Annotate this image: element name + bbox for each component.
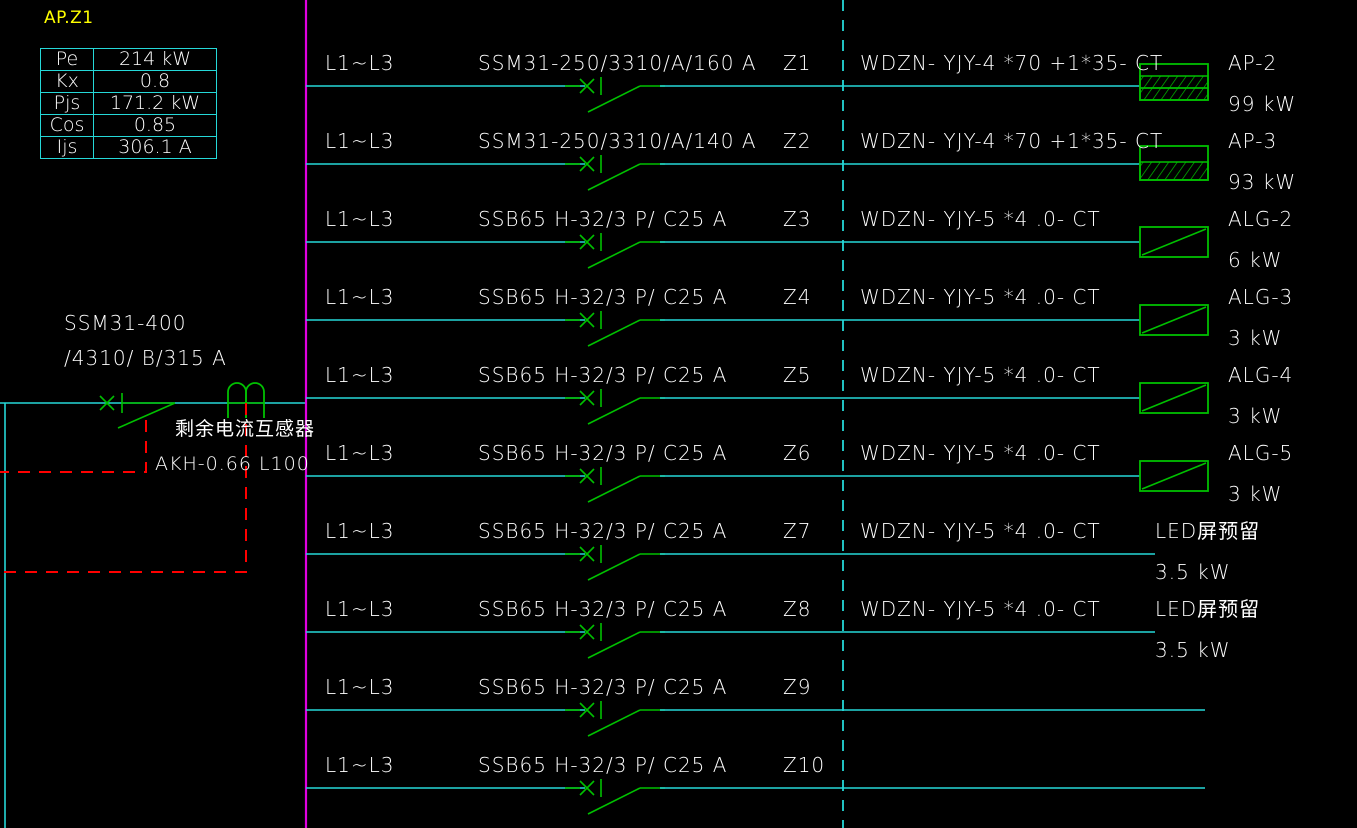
circuit-phase-label: L1~L3 bbox=[325, 51, 395, 75]
load-name-label: AP-3 bbox=[1228, 129, 1278, 153]
cable-spec-label: WDZN- YJY-5 *4 .0- CT bbox=[860, 207, 1101, 231]
circuit-number-label: Z5 bbox=[783, 363, 812, 387]
load-symbol bbox=[1139, 460, 1209, 492]
breaker-model-label: SSB65 H-32/3 P/ C25 A bbox=[478, 675, 728, 699]
load-symbol bbox=[1139, 382, 1209, 414]
breaker-symbol bbox=[565, 155, 665, 191]
parameter-key: Pe bbox=[40, 48, 94, 71]
parameter-row: Pe 214 kW bbox=[40, 48, 217, 71]
circuit-phase-label: L1~L3 bbox=[325, 675, 395, 699]
parameter-row: Kx 0.8 bbox=[40, 70, 217, 93]
circuit-number-label: Z10 bbox=[783, 753, 826, 777]
circuit-phase-label: L1~L3 bbox=[325, 285, 395, 309]
cable-spec-label: WDZN- YJY-5 *4 .0- CT bbox=[860, 441, 1101, 465]
breaker-symbol bbox=[565, 311, 665, 347]
load-power-label: 3.5 kW bbox=[1155, 638, 1231, 662]
load-power-label: 3 kW bbox=[1228, 326, 1283, 350]
load-symbol bbox=[1139, 304, 1209, 336]
circuit-phase-label: L1~L3 bbox=[325, 363, 395, 387]
circuit-number-label: Z1 bbox=[783, 51, 812, 75]
breaker-model-label: SSM31-250/3310/A/140 A bbox=[478, 129, 757, 153]
parameter-row: Ijs 306.1 A bbox=[40, 136, 217, 159]
load-name-label: LED屏预留 bbox=[1155, 597, 1261, 621]
breaker-model-label: SSB65 H-32/3 P/ C25 A bbox=[478, 519, 728, 543]
cable-spec-label: WDZN- YJY-5 *4 .0- CT bbox=[860, 519, 1101, 543]
parameter-value: 0.85 bbox=[93, 114, 217, 137]
load-symbol bbox=[1139, 63, 1209, 101]
parameter-key: Kx bbox=[40, 70, 94, 93]
breaker-model-label: SSB65 H-32/3 P/ C25 A bbox=[478, 597, 728, 621]
page-title: AP.Z1 bbox=[44, 8, 94, 28]
breaker-symbol bbox=[565, 623, 665, 659]
ct-name-label: 剩余电流互感器 bbox=[175, 418, 316, 440]
parameter-key: Ijs bbox=[40, 136, 94, 159]
parameter-row: Pjs 171.2 kW bbox=[40, 92, 217, 115]
circuit-number-label: Z4 bbox=[783, 285, 812, 309]
circuit-branches bbox=[306, 63, 1209, 815]
circuit-number-label: Z6 bbox=[783, 441, 812, 465]
load-power-label: 93 kW bbox=[1228, 170, 1297, 194]
main-breaker-symbol bbox=[99, 393, 176, 429]
panel-parameter-table: Pe 214 kW Kx 0.8 Pjs 171.2 kW Cos 0.85 Ijs 306.1 … bbox=[40, 48, 217, 159]
circuit-phase-label: L1~L3 bbox=[325, 753, 395, 777]
breaker-model-label: SSB65 H-32/3 P/ C25 A bbox=[478, 441, 728, 465]
main-breaker-model-line1: SSM31-400 bbox=[64, 311, 187, 335]
load-name-label: ALG-2 bbox=[1228, 207, 1294, 231]
breaker-model-label: SSM31-250/3310/A/160 A bbox=[478, 51, 757, 75]
load-name-label: ALG-3 bbox=[1228, 285, 1294, 309]
load-name-label: ALG-5 bbox=[1228, 441, 1294, 465]
breaker-symbol bbox=[565, 233, 665, 269]
parameter-value: 306.1 A bbox=[93, 136, 217, 159]
load-power-label: 99 kW bbox=[1228, 92, 1297, 116]
main-breaker-model-line2: /4310/ B/315 A bbox=[64, 346, 227, 370]
circuit-number-label: Z3 bbox=[783, 207, 812, 231]
breaker-model-label: SSB65 H-32/3 P/ C25 A bbox=[478, 207, 728, 231]
cable-spec-label: WDZN- YJY-4 *70 +1*35- CT bbox=[860, 129, 1164, 153]
circuit-phase-label: L1~L3 bbox=[325, 597, 395, 621]
parameter-row: Cos 0.85 bbox=[40, 114, 217, 137]
load-power-label: 3 kW bbox=[1228, 404, 1283, 428]
circuit-phase-label: L1~L3 bbox=[325, 519, 395, 543]
parameter-value: 0.8 bbox=[93, 70, 217, 93]
trip-control-wiring bbox=[0, 403, 247, 573]
circuit-number-label: Z7 bbox=[783, 519, 812, 543]
load-name-label: AP-2 bbox=[1228, 51, 1278, 75]
ct-model-label: AKH-0.66 L100 bbox=[155, 453, 310, 475]
breaker-symbol bbox=[565, 389, 665, 425]
breaker-symbol bbox=[565, 545, 665, 581]
parameter-key: Cos bbox=[40, 114, 94, 137]
breaker-model-label: SSB65 H-32/3 P/ C25 A bbox=[478, 285, 728, 309]
breaker-model-label: SSB65 H-32/3 P/ C25 A bbox=[478, 363, 728, 387]
breaker-symbol bbox=[565, 77, 665, 113]
parameter-value: 171.2 kW bbox=[93, 92, 217, 115]
parameter-value: 214 kW bbox=[93, 48, 217, 71]
load-power-label: 6 kW bbox=[1228, 248, 1283, 272]
circuit-phase-label: L1~L3 bbox=[325, 207, 395, 231]
circuit-phase-label: L1~L3 bbox=[325, 441, 395, 465]
cable-spec-label: WDZN- YJY-4 *70 +1*35- CT bbox=[860, 51, 1164, 75]
load-power-label: 3 kW bbox=[1228, 482, 1283, 506]
load-power-label: 3.5 kW bbox=[1155, 560, 1231, 584]
cable-spec-label: WDZN- YJY-5 *4 .0- CT bbox=[860, 597, 1101, 621]
parameter-key: Pjs bbox=[40, 92, 94, 115]
circuit-number-label: Z9 bbox=[783, 675, 812, 699]
load-name-label: ALG-4 bbox=[1228, 363, 1294, 387]
cable-spec-label: WDZN- YJY-5 *4 .0- CT bbox=[860, 285, 1101, 309]
breaker-symbol bbox=[565, 701, 665, 737]
load-name-label: LED屏预留 bbox=[1155, 519, 1261, 543]
circuit-phase-label: L1~L3 bbox=[325, 129, 395, 153]
breaker-symbol bbox=[565, 779, 665, 815]
circuit-number-label: Z8 bbox=[783, 597, 812, 621]
load-symbol bbox=[1139, 145, 1209, 181]
breaker-symbol bbox=[565, 467, 665, 503]
cable-spec-label: WDZN- YJY-5 *4 .0- CT bbox=[860, 363, 1101, 387]
breaker-model-label: SSB65 H-32/3 P/ C25 A bbox=[478, 753, 728, 777]
circuit-number-label: Z2 bbox=[783, 129, 812, 153]
load-symbol bbox=[1139, 226, 1209, 258]
